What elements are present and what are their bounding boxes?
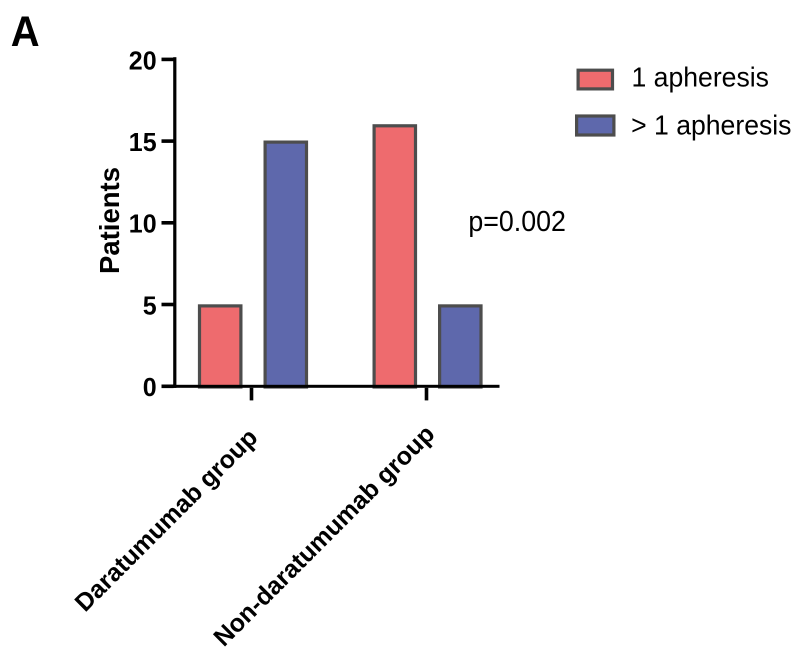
svg-text:10: 10 bbox=[129, 210, 157, 239]
svg-text:A: A bbox=[11, 6, 40, 55]
svg-text:> 1 apheresis: > 1 apheresis bbox=[631, 109, 791, 141]
svg-text:Patients: Patients bbox=[94, 167, 125, 274]
svg-text:15: 15 bbox=[129, 128, 157, 157]
svg-text:1 apheresis: 1 apheresis bbox=[632, 61, 769, 93]
svg-text:20: 20 bbox=[129, 47, 157, 76]
svg-text:0: 0 bbox=[143, 374, 157, 403]
svg-text:p=0.002: p=0.002 bbox=[468, 205, 566, 237]
svg-text:5: 5 bbox=[143, 292, 157, 321]
